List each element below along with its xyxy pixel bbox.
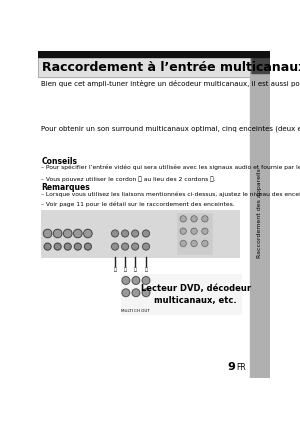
Circle shape	[44, 243, 51, 250]
Circle shape	[54, 243, 61, 250]
Circle shape	[191, 228, 197, 234]
Text: Remarques: Remarques	[41, 184, 90, 193]
Circle shape	[202, 228, 208, 234]
Circle shape	[180, 216, 186, 222]
Circle shape	[122, 289, 130, 297]
Text: MULTI CH OUT: MULTI CH OUT	[122, 309, 150, 313]
Circle shape	[112, 230, 118, 237]
Circle shape	[84, 229, 92, 238]
Bar	[121, 266, 129, 273]
Circle shape	[180, 228, 186, 234]
Circle shape	[43, 229, 52, 238]
Text: – Voir page 11 pour le détail sur le raccordement des enceintes.: – Voir page 11 pour le détail sur le rac…	[41, 202, 235, 207]
Bar	[38, 57, 250, 77]
Circle shape	[122, 277, 130, 284]
Text: Pour obtenir un son surround multicanaux optimal, cinq enceintes (deux enceintes: Pour obtenir un son surround multicanaux…	[41, 125, 300, 133]
Text: Conseils: Conseils	[41, 157, 77, 166]
Circle shape	[64, 229, 72, 238]
Text: Ⓒ: Ⓒ	[134, 267, 136, 272]
Bar	[111, 266, 119, 273]
Text: FR: FR	[237, 363, 246, 372]
Bar	[38, 51, 270, 57]
Circle shape	[142, 243, 149, 250]
Circle shape	[202, 241, 208, 246]
Circle shape	[112, 243, 118, 250]
Circle shape	[132, 243, 139, 250]
Bar	[142, 266, 150, 273]
Circle shape	[142, 230, 149, 237]
Text: Lecteur DVD, décodeur
multicanaux, etc.: Lecteur DVD, décodeur multicanaux, etc.	[141, 284, 251, 305]
Circle shape	[132, 289, 140, 297]
Circle shape	[132, 230, 139, 237]
Circle shape	[202, 216, 208, 222]
Bar	[250, 51, 270, 73]
Circle shape	[191, 216, 197, 222]
Text: Raccordement à l’entrée multicanaux: Raccordement à l’entrée multicanaux	[42, 61, 300, 74]
Text: 9: 9	[227, 362, 235, 372]
Text: Raccordement des appareils: Raccordement des appareils	[257, 168, 262, 258]
Bar	[121, 274, 241, 314]
Circle shape	[74, 229, 82, 238]
Circle shape	[64, 243, 71, 250]
Circle shape	[180, 241, 186, 246]
Circle shape	[191, 241, 197, 246]
Circle shape	[74, 243, 81, 250]
Text: Ⓑ: Ⓑ	[124, 267, 127, 272]
Circle shape	[122, 230, 129, 237]
Circle shape	[142, 277, 150, 284]
Circle shape	[53, 229, 62, 238]
Circle shape	[142, 289, 150, 297]
Bar	[131, 266, 139, 273]
Text: Ⓐ: Ⓐ	[114, 267, 116, 272]
Text: – Lorsque vous utilisez les liaisons mentionnées ci-dessus, ajustez le niveau de: – Lorsque vous utilisez les liaisons men…	[41, 191, 300, 197]
Text: – Pour spécifier l’entrée vidéo qui sera utilisée avec les signaux audio et four: – Pour spécifier l’entrée vidéo qui sera…	[41, 165, 300, 170]
Circle shape	[132, 277, 140, 284]
Text: Bien que cet ampli-tuner intègre un décodeur multicanaux, il est aussi pourvu de: Bien que cet ampli-tuner intègre un déco…	[41, 80, 300, 87]
Circle shape	[84, 243, 92, 250]
Bar	[41, 210, 239, 258]
Bar	[250, 51, 270, 378]
Text: Ⓓ: Ⓓ	[145, 267, 147, 272]
Bar	[177, 212, 212, 254]
Circle shape	[122, 243, 129, 250]
Text: – Vous pouvez utiliser le cordon Ⓐ au lieu des 2 cordons Ⓑ.: – Vous pouvez utiliser le cordon Ⓐ au li…	[41, 176, 216, 182]
Bar	[38, 57, 250, 77]
